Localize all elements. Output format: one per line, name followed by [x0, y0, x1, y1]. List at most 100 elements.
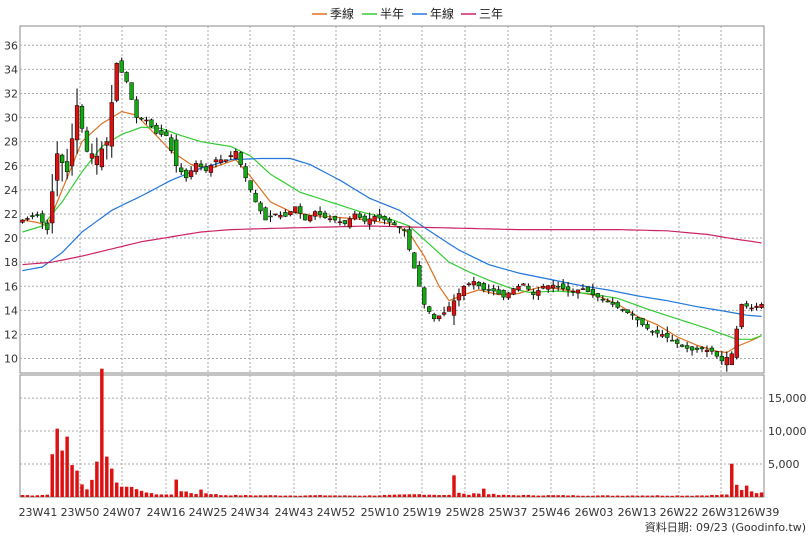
- candle-body: [308, 215, 313, 222]
- volume-bar: [124, 486, 129, 497]
- volume-bar: [95, 461, 99, 497]
- candle-body: [665, 333, 670, 338]
- candle-body: [436, 315, 442, 320]
- x-tick-label: 26W03: [575, 506, 614, 519]
- volume-bar: [734, 484, 739, 497]
- volume-bar: [412, 494, 417, 497]
- volume-bar: [705, 495, 709, 497]
- x-tick-label: 23W41: [19, 506, 58, 519]
- volume-bar: [725, 494, 729, 497]
- volume-bar: [343, 495, 347, 497]
- candle-body: [223, 159, 228, 162]
- price-tick-label: 36: [4, 39, 18, 52]
- volume-bar: [491, 493, 496, 497]
- candle-body: [188, 170, 194, 177]
- candle-body: [184, 169, 189, 179]
- x-tick-label: 24W52: [317, 506, 356, 519]
- candle-body: [684, 345, 690, 349]
- volume-bar: [194, 494, 198, 497]
- candle-body: [109, 102, 114, 147]
- volume-bar: [482, 488, 486, 497]
- volume-bar: [486, 494, 491, 497]
- volume-bar: [174, 479, 178, 497]
- volume-bar: [477, 493, 481, 497]
- candle-body: [387, 219, 392, 223]
- volume-bar: [80, 484, 84, 497]
- volume-bar: [85, 489, 89, 497]
- candle-body: [20, 219, 25, 223]
- volume-bar: [645, 495, 650, 497]
- candle-body: [273, 213, 278, 216]
- volume-bar: [60, 450, 64, 497]
- volume-bar: [377, 495, 382, 497]
- candle-body: [40, 213, 45, 223]
- price-tick-label: 20: [4, 232, 18, 245]
- volume-bar: [45, 494, 50, 497]
- volume-bar: [229, 495, 233, 497]
- volume-bars: [20, 368, 764, 497]
- volume-bar: [273, 495, 278, 497]
- volume-bar: [159, 494, 164, 497]
- volume-bar: [551, 495, 555, 497]
- volume-bar: [139, 490, 144, 497]
- price-tick-label: 16: [4, 280, 18, 293]
- volume-bar: [75, 470, 79, 497]
- volume-bar: [288, 495, 293, 497]
- candle-body: [446, 306, 452, 312]
- x-tick-label: 26W31: [702, 506, 741, 519]
- volume-bar: [511, 495, 516, 497]
- candle-body: [154, 124, 159, 134]
- volume-bar: [114, 482, 119, 497]
- candle-body: [139, 117, 144, 120]
- volume-bar: [710, 494, 714, 497]
- volume-bar: [367, 495, 372, 497]
- candle-body: [149, 119, 154, 127]
- volume-bar: [318, 494, 322, 497]
- candle-body: [655, 329, 660, 334]
- volume-bar: [119, 486, 124, 497]
- volume-bar: [35, 495, 40, 497]
- candle-body: [427, 306, 432, 312]
- volume-bar: [362, 495, 367, 497]
- volume-bar: [516, 495, 521, 497]
- candle-body: [347, 218, 352, 228]
- volume-bar: [650, 495, 655, 497]
- volume-bar: [25, 495, 30, 497]
- volume-bar: [744, 485, 749, 497]
- candle-body: [303, 213, 308, 221]
- volume-bar: [338, 495, 342, 497]
- candle-body: [645, 324, 650, 329]
- volume-bar: [234, 494, 238, 497]
- candle-body: [104, 141, 109, 146]
- candle-body: [749, 307, 754, 310]
- candle-body: [491, 288, 496, 292]
- candle-body: [89, 153, 95, 159]
- candle-body: [248, 180, 253, 191]
- legend-label-half: 半年: [380, 7, 404, 21]
- volume-bar: [536, 495, 541, 497]
- volume-bar: [100, 368, 104, 497]
- volume-bar: [308, 495, 312, 497]
- axes: 10 12 14 16 18 20 22 24 26 28 30 32 34 36 5,000 10,000 1…: [4, 39, 807, 519]
- volume-bar: [238, 495, 243, 497]
- candle-body: [392, 222, 397, 226]
- volume-tick-label: 10,000: [768, 425, 807, 438]
- candle-body: [620, 309, 625, 311]
- x-tick-label: 25W19: [403, 506, 442, 519]
- volume-bar: [521, 494, 526, 497]
- volume-bar: [606, 495, 610, 497]
- candle-body: [377, 214, 382, 219]
- volume-bar: [283, 495, 288, 497]
- volume-bar: [640, 495, 645, 497]
- candle-body: [422, 287, 427, 305]
- candle-body: [402, 229, 407, 232]
- ma-quarter-line: [22, 110, 762, 354]
- candle-body: [337, 221, 343, 224]
- candle-body: [208, 164, 214, 173]
- volume-bar: [50, 454, 54, 497]
- volume-bar: [392, 494, 397, 497]
- candle-body: [526, 285, 531, 290]
- candle-body: [119, 60, 124, 73]
- candle-body: [531, 291, 536, 295]
- volume-bar: [700, 495, 704, 497]
